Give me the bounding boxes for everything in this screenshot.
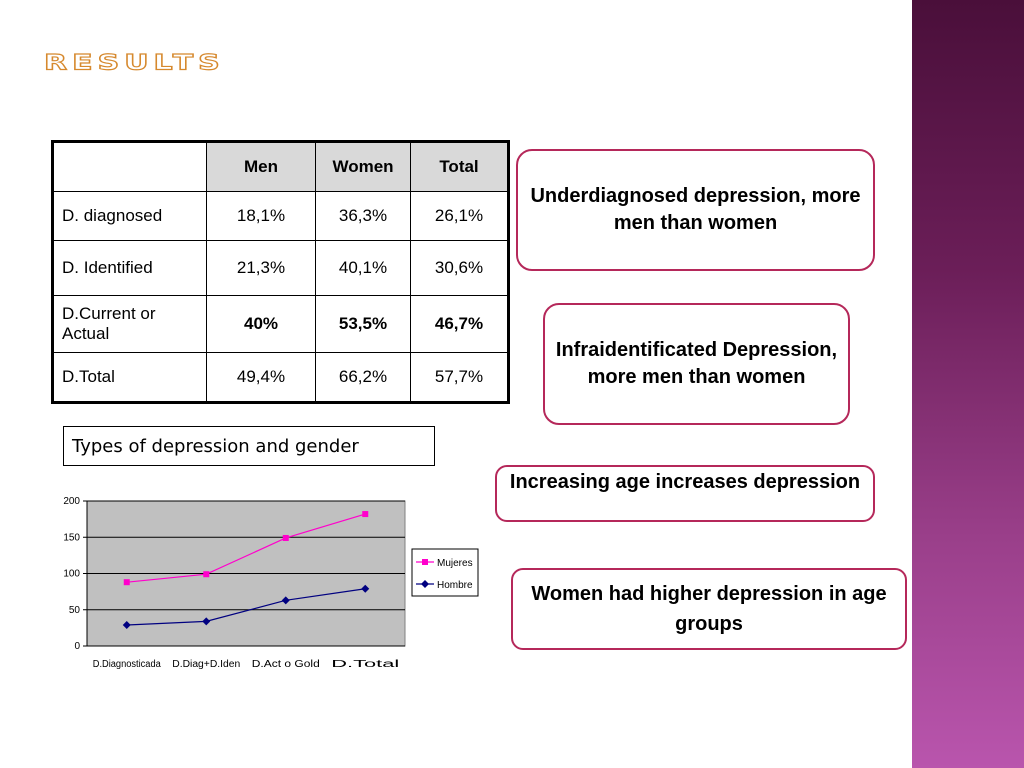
table-header-row: Men Women Total [52, 141, 509, 192]
data-point-hombre [281, 596, 290, 605]
row-label: D. diagnosed [52, 191, 207, 241]
legend-marker-mujeres [422, 559, 428, 565]
cell-men: 49,4% [206, 352, 316, 403]
line-chart: 0 50 100 150 200 D.Diagnosticada D.Diag+D.Iden… [63, 496, 479, 670]
x-tick-label: D.Diag+D.Iden [172, 659, 240, 670]
finding-box-underdiagnosed: Underdiagnosed depression, more men than… [516, 149, 875, 271]
data-point-mujeres [123, 579, 130, 586]
table-row: D.Total 49,4% 66,2% 57,7% [52, 352, 509, 403]
series-line-hombre [126, 588, 366, 626]
legend-marker-hombre [421, 580, 429, 588]
row-label: D. Identified [52, 240, 207, 296]
legend-label-mujeres: Mujeres [437, 558, 473, 569]
y-tick-label: 200 [63, 496, 80, 507]
cell-men: 40% [206, 295, 316, 353]
table-header-men: Men [206, 141, 316, 192]
finding-box-age: Increasing age increases depression [495, 465, 875, 522]
data-point-hombre [361, 584, 370, 593]
y-tick-label: 0 [74, 641, 80, 652]
row-label: D.Total [52, 352, 207, 403]
legend-label-hombre: Hombre [437, 580, 473, 591]
data-point-mujeres [282, 534, 289, 541]
cell-total: 30,6% [410, 240, 509, 296]
legend-box [411, 548, 479, 597]
cell-women: 36,3% [315, 191, 411, 241]
table-header-total: Total [410, 141, 509, 192]
data-point-mujeres [203, 571, 210, 578]
data-point-hombre [122, 620, 131, 629]
y-tick-label: 100 [63, 569, 80, 580]
table-header-blank [52, 141, 207, 192]
cell-total: 26,1% [410, 191, 509, 241]
finding-box-infraidentified: Infraidentificated Depression, more men … [543, 303, 850, 425]
row-label: D.Current or Actual [52, 295, 207, 353]
results-table: Men Women Total D. diagnosed 18,1% 36,3%… [51, 140, 510, 404]
slide-title: RESULTS [43, 49, 225, 76]
data-point-mujeres [362, 511, 369, 518]
x-tick-label: D.Diagnosticada [93, 659, 161, 670]
data-point-hombre [202, 617, 211, 626]
side-decoration-band [912, 0, 1024, 768]
cell-total: 46,7% [410, 295, 509, 353]
table-row: D. Identified 21,3% 40,1% 30,6% [52, 240, 509, 296]
y-tick-label: 150 [63, 532, 80, 543]
cell-women: 53,5% [315, 295, 411, 353]
x-tick-label: D.Act o Gold [252, 659, 320, 670]
cell-total: 57,7% [410, 352, 509, 403]
cell-men: 21,3% [206, 240, 316, 296]
finding-box-women: Women had higher depression in age group… [511, 568, 907, 650]
series-line-mujeres [126, 513, 366, 583]
table-header-women: Women [315, 141, 411, 192]
x-tick-label: D.Total [331, 659, 399, 670]
table-row: D.Current or Actual 40% 53,5% 46,7% [52, 295, 509, 353]
cell-women: 40,1% [315, 240, 411, 296]
cell-men: 18,1% [206, 191, 316, 241]
cell-women: 66,2% [315, 352, 411, 403]
y-tick-label: 50 [69, 605, 81, 616]
table-row: D. diagnosed 18,1% 36,3% 26,1% [52, 191, 509, 241]
chart-caption: Types of depression and gender [63, 426, 435, 466]
